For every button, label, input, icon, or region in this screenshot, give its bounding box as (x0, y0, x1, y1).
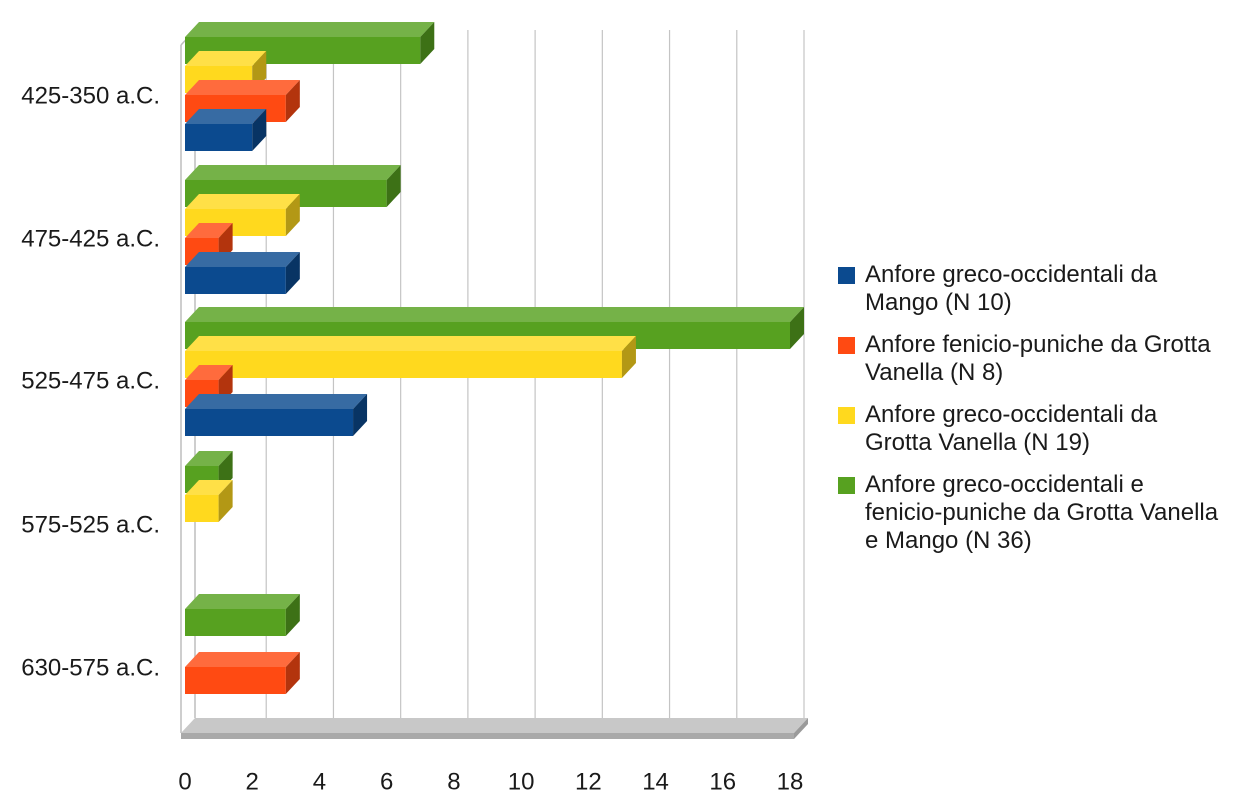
bar-end-face (285, 652, 300, 694)
bar (185, 252, 300, 294)
bar-top-face (185, 194, 300, 209)
bars (185, 22, 804, 694)
legend: Anfore greco-occidentali da Mango (N 10) A… (838, 261, 1219, 554)
category-label: 630-575 a.C. (21, 654, 160, 681)
floor-side (794, 718, 808, 739)
bar-end-face (353, 394, 368, 436)
legend-label: Anfore greco-occidentali da Mango (N 10) (865, 261, 1158, 316)
bar-top-face (185, 109, 267, 124)
bar-top-face (185, 594, 300, 609)
x-tick-label: 8 (447, 768, 460, 795)
x-tick-label: 0 (178, 768, 191, 795)
bar-top-face (185, 336, 636, 351)
legend-item: Anfore greco-occidentali da Mango (N 10) (838, 261, 1158, 316)
bar-top-face (185, 652, 300, 667)
floor-front (181, 733, 794, 739)
bar-end-face (386, 165, 401, 207)
bar-top-face (185, 51, 267, 66)
bar-top-face (185, 80, 300, 95)
bar-front-face (185, 667, 286, 694)
bar-end-face (285, 594, 300, 636)
bar (185, 652, 300, 694)
bar-top-face (185, 365, 233, 380)
chart-floor (181, 718, 808, 739)
bar-top-face (185, 165, 401, 180)
bar-front-face (185, 267, 286, 294)
bar-top-face (185, 394, 368, 409)
legend-swatch (838, 337, 855, 354)
bar-end-face (285, 252, 300, 294)
category-label: 525-475 a.C. (21, 367, 160, 394)
bar-front-face (185, 409, 354, 436)
x-tick-labels: 0 2 4 6 8 10 12 14 16 18 (178, 768, 803, 795)
legend-label: Anfore greco-occidentali e fenicio-punich… (865, 471, 1219, 554)
floor-top (181, 718, 808, 733)
bar-top-face (185, 480, 233, 495)
x-tick-label: 2 (246, 768, 259, 795)
category-labels: 425-350 a.C. 475-425 a.C. 525-475 a.C. 575-… (21, 82, 160, 681)
bar-end-face (285, 80, 300, 122)
legend-swatch (838, 267, 855, 284)
bar (185, 109, 267, 151)
bar (185, 594, 300, 636)
bar-front-face (185, 124, 253, 151)
bar-top-face (185, 252, 300, 267)
legend-swatch (838, 407, 855, 424)
x-tick-label: 12 (575, 768, 602, 795)
bar-top-face (185, 451, 233, 466)
bar-front-face (185, 495, 219, 522)
legend-swatch (838, 477, 855, 494)
legend-item: Anfore greco-occidentali da Grotta Vanell… (838, 401, 1158, 456)
x-tick-label: 4 (313, 768, 326, 795)
bar-end-face (252, 109, 267, 151)
legend-item: Anfore fenicio-puniche da Grotta Vanella … (838, 331, 1211, 386)
bar-end-face (790, 307, 804, 349)
x-tick-label: 18 (777, 768, 804, 795)
x-tick-label: 10 (508, 768, 535, 795)
x-tick-label: 16 (709, 768, 736, 795)
bar-front-face (185, 351, 622, 378)
x-tick-label: 14 (642, 768, 669, 795)
bar-end-face (285, 194, 300, 236)
bar-front-face (185, 609, 286, 636)
legend-item: Anfore greco-occidentali e fenicio-punich… (838, 471, 1219, 554)
category-label: 575-525 a.C. (21, 511, 160, 538)
bar-end-face (420, 22, 435, 64)
bar-top-face (185, 223, 233, 238)
category-label: 425-350 a.C. (21, 82, 160, 109)
legend-label: Anfore fenicio-puniche da Grotta Vanella … (865, 331, 1211, 386)
legend-label: Anfore greco-occidentali da Grotta Vanell… (865, 401, 1158, 456)
category-label: 475-425 a.C. (21, 225, 160, 252)
bar-top-face (185, 307, 804, 322)
bar-end-face (218, 480, 233, 522)
bar-end-face (621, 336, 636, 378)
bar-top-face (185, 22, 435, 37)
x-tick-label: 6 (380, 768, 393, 795)
bar (185, 336, 636, 378)
bar (185, 394, 368, 436)
bar (185, 480, 233, 522)
